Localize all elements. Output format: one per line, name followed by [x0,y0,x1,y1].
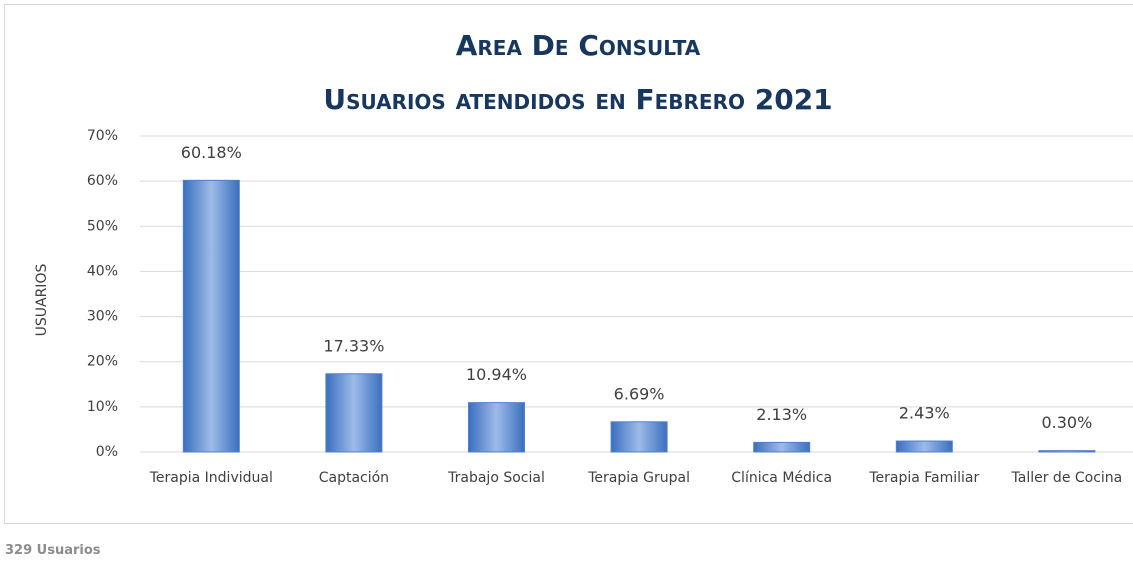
bar [325,373,383,453]
y-tick-label: 20% [87,354,118,370]
data-label: 6.69% [614,384,665,403]
x-tick-label: Taller de Cocina [1011,470,1123,486]
data-label: 60.18% [181,143,242,162]
x-tick-label: Terapia Individual [149,470,273,486]
bar [610,421,668,453]
y-tick-label: 0% [96,444,118,460]
y-tick-label: 60% [87,173,118,189]
x-tick-label: Trabajo Social [448,470,545,486]
y-axis-label: USUARIOS [34,264,50,337]
data-label: 2.13% [756,405,807,424]
y-tick-label: 10% [87,399,118,415]
x-tick-label: Terapia Grupal [588,470,690,486]
bar [182,179,240,453]
x-tick-label: Clínica Médica [731,470,833,486]
bar [1038,450,1096,453]
chart-subtitle: Usuarios atendidos en Febrero 2021 [323,83,832,116]
data-label: 0.30% [1041,413,1092,432]
chart-title: Area De Consulta [456,29,701,62]
bar [753,441,811,453]
bar [468,402,525,453]
y-tick-label: 40% [87,263,118,279]
data-label: 2.43% [899,404,950,423]
y-tick-label: 70% [87,128,118,144]
x-tick-label: Captación [318,470,390,486]
data-label: 10.94% [466,365,527,384]
bar [895,440,953,453]
chart-border [4,4,1133,524]
data-label: 17.33% [323,336,384,355]
x-tick-label: Terapia Familiar [869,470,980,486]
footnote: 329 Usuarios [5,543,101,558]
y-tick-label: 30% [87,309,118,325]
y-tick-label: 50% [87,218,118,234]
